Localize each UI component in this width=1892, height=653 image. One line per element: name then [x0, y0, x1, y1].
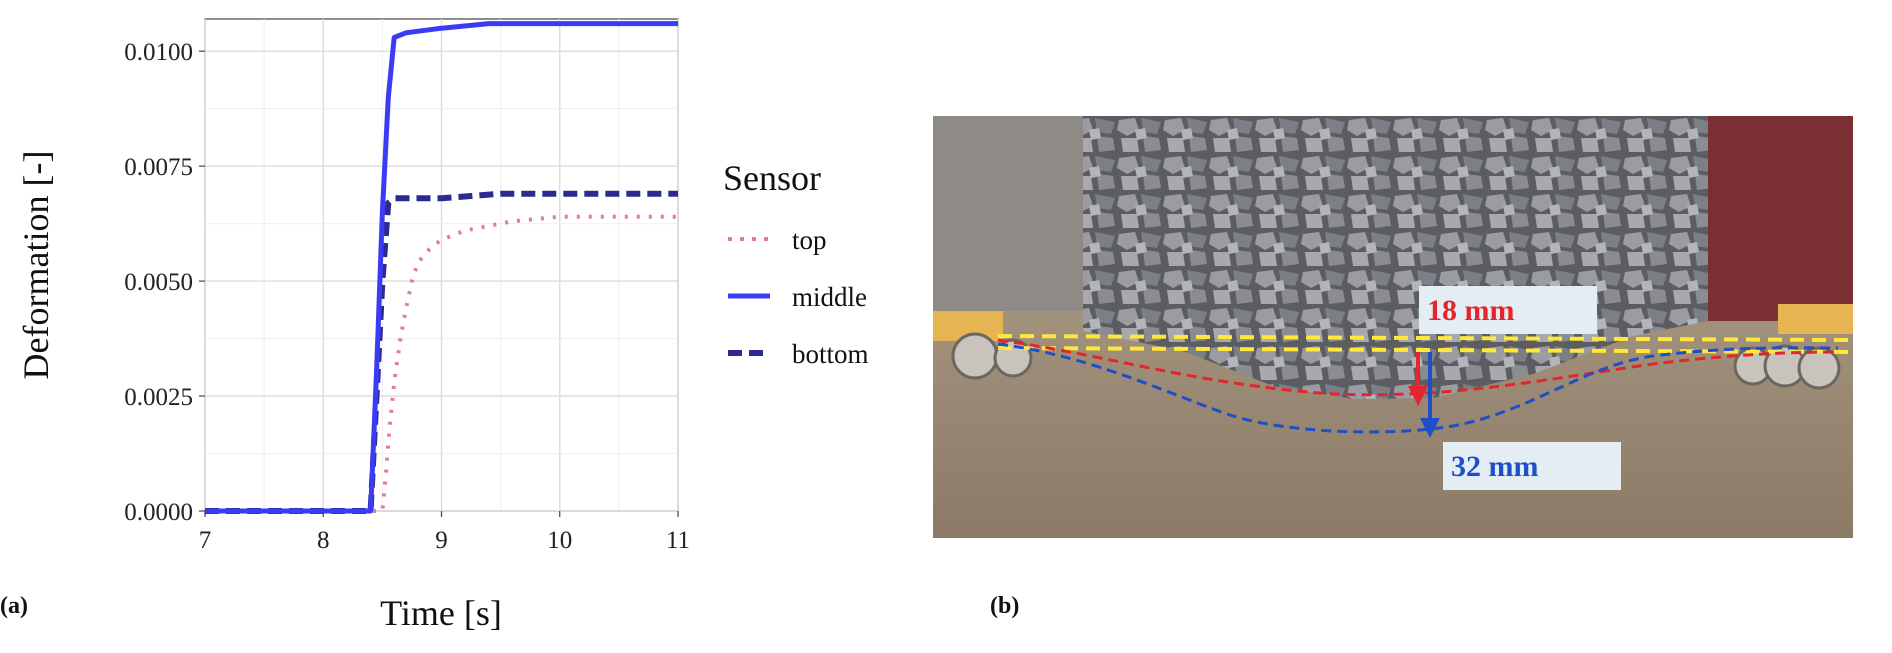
y-tick-label: 0.0075	[124, 154, 193, 181]
right-wall	[1708, 116, 1853, 321]
right-board	[1778, 304, 1853, 334]
panel-label-b-wrapper: (b)	[990, 593, 1019, 619]
legend-label-middle: middle	[792, 282, 867, 312]
y-tick-label: 0.0025	[124, 384, 193, 411]
y-tick-label: 0.0100	[124, 39, 193, 66]
ballast-photo: 18 mm 32 mm	[933, 116, 1853, 538]
x-tick-label: 11	[666, 527, 690, 554]
series-line-middle	[205, 21, 678, 514]
x-axis-title: Time [s]	[380, 593, 502, 633]
deformation-chart: 7 8 9 10 11 0.0000 0.0025 0.0050 0.0075 0.0100 Ti…	[0, 18, 869, 633]
right-rollers	[1733, 344, 1841, 390]
red-arrowhead	[1408, 386, 1428, 406]
series-lines	[205, 21, 678, 514]
series-line-top	[205, 214, 678, 513]
x-tick-label: 9	[435, 527, 448, 554]
panel-label-a: (a)	[0, 593, 28, 619]
red-label: 18 mm	[1427, 294, 1514, 327]
tick-labels: 7 8 9 10 11 0.0000 0.0025 0.0050 0.0075 0.0100	[124, 39, 690, 554]
blue-deformation-curve	[997, 342, 1839, 434]
legend: Sensor top middle bottom	[723, 158, 869, 369]
x-tick-label: 7	[199, 527, 212, 554]
yellow-reference-line-bottom	[997, 346, 1849, 354]
y-tick-label: 0.0050	[124, 269, 193, 296]
legend-label-bottom: bottom	[792, 339, 869, 369]
blue-label-box	[1443, 442, 1621, 490]
y-axis-title: Deformation [-]	[16, 151, 56, 380]
legend-title: Sensor	[723, 158, 821, 198]
blue-arrowhead	[1420, 418, 1440, 438]
left-rollers	[951, 332, 1033, 380]
panel-label-b: (b)	[990, 593, 1019, 619]
yellow-reference-line-top	[997, 334, 1849, 342]
x-tick-label: 10	[547, 527, 572, 554]
x-tick-label: 8	[317, 527, 330, 554]
red-label-box	[1419, 286, 1597, 334]
left-wall	[933, 116, 1083, 311]
y-tick-label: 0.0000	[124, 499, 193, 526]
red-deformation-curve	[997, 338, 1839, 397]
legend-label-top: top	[792, 225, 827, 255]
blue-label: 32 mm	[1451, 450, 1538, 483]
